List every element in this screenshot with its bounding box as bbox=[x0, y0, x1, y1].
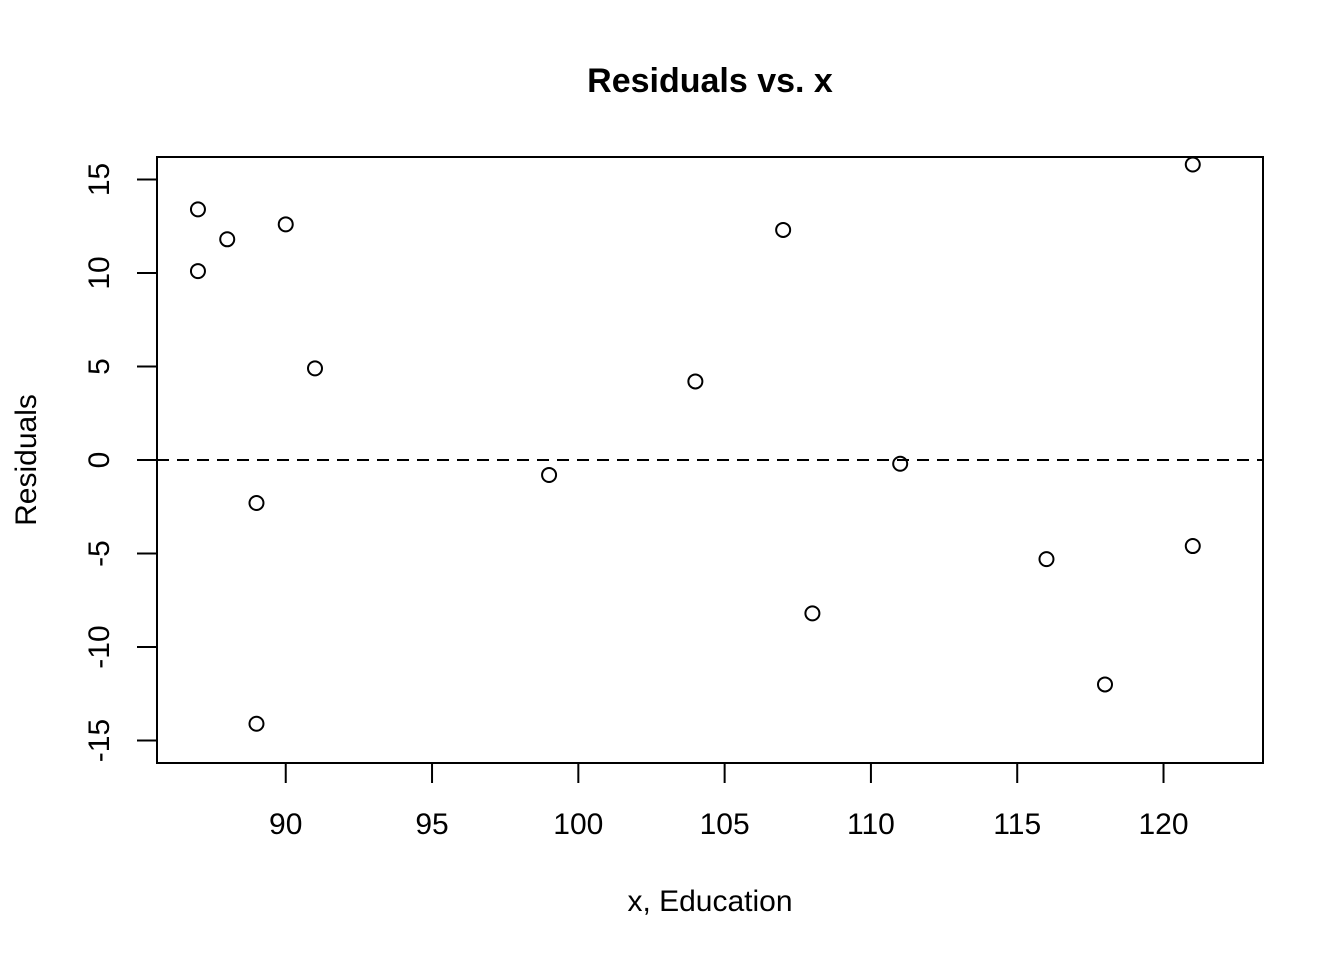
data-point bbox=[219, 231, 236, 248]
x-tick-label: 110 bbox=[847, 808, 895, 841]
data-point bbox=[1097, 676, 1113, 693]
data-point bbox=[687, 373, 704, 390]
x-axis: 90 95 100 105 110 115 120 bbox=[269, 762, 1189, 841]
data-point bbox=[1038, 551, 1055, 568]
data-point bbox=[541, 466, 558, 483]
data-point bbox=[1184, 538, 1201, 555]
y-tick-label: 0 bbox=[83, 452, 116, 469]
x-tick-label: 95 bbox=[415, 808, 448, 841]
x-tick-label: 120 bbox=[1138, 808, 1188, 841]
data-point bbox=[892, 455, 909, 472]
y-tick-label: -15 bbox=[83, 719, 116, 762]
x-tick-label: 115 bbox=[993, 808, 1041, 841]
data-point bbox=[248, 495, 265, 512]
data-point bbox=[189, 201, 206, 218]
data-point bbox=[277, 216, 294, 233]
x-axis-label: x, Education bbox=[627, 885, 792, 918]
y-tick-label: -10 bbox=[83, 625, 116, 668]
data-point bbox=[775, 221, 792, 238]
y-tick-label: 15 bbox=[83, 163, 116, 196]
x-tick-label: 90 bbox=[269, 808, 302, 841]
data-point bbox=[248, 715, 265, 732]
y-axis-label: Residuals bbox=[10, 394, 43, 526]
y-axis: -15 -10 -5 0 5 10 15 bbox=[83, 163, 158, 762]
y-tick-label: 5 bbox=[83, 358, 116, 375]
data-point bbox=[307, 360, 323, 377]
y-tick-label: -5 bbox=[83, 540, 116, 567]
data-point bbox=[804, 605, 821, 622]
y-tick-label: 10 bbox=[83, 256, 116, 289]
x-tick-label: 100 bbox=[553, 808, 603, 841]
data-point bbox=[1184, 156, 1201, 173]
data-point bbox=[189, 263, 206, 280]
data-points bbox=[189, 156, 1201, 732]
chart-title: Residuals vs. x bbox=[587, 62, 833, 100]
x-tick-label: 105 bbox=[700, 808, 750, 841]
